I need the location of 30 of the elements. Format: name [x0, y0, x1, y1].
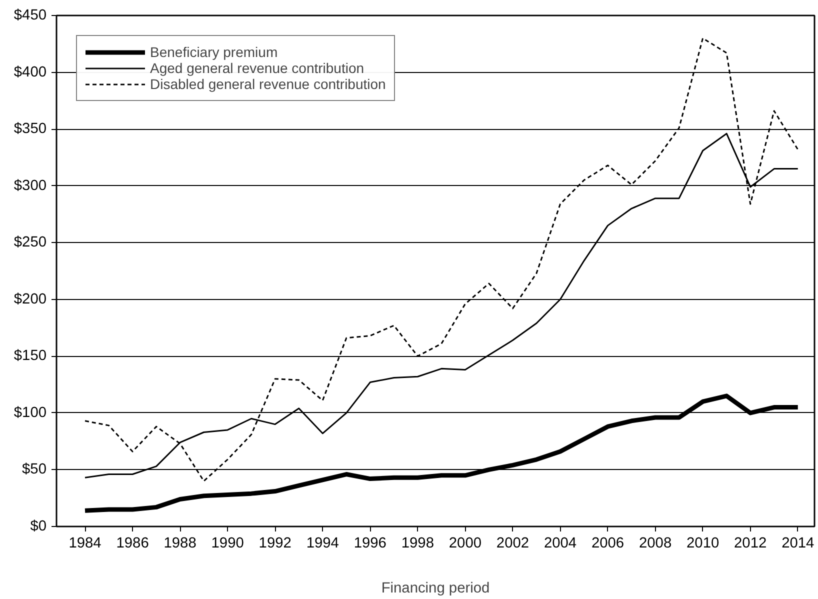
x-tick-label: 1994 [306, 536, 339, 552]
x-tick-label: 1998 [401, 536, 434, 552]
x-tick-label: 1996 [354, 536, 386, 552]
x-tick-label: 2006 [591, 536, 624, 552]
y-tick-label: $250 [14, 234, 47, 251]
x-tick-label: 2014 [782, 536, 814, 552]
x-tick-label: 2000 [448, 536, 482, 552]
legend-label: Disabled general revenue contribution [150, 76, 386, 92]
x-tick-label: 1986 [116, 536, 149, 552]
legend-label: Beneficiary premium [150, 44, 278, 60]
y-tick-label: $50 [22, 462, 47, 478]
y-tick-label: $350 [14, 121, 47, 138]
y-tick-label: $100 [14, 404, 47, 421]
x-tick-label: 2002 [496, 536, 530, 552]
x-tick-label: 1992 [258, 536, 292, 552]
y-tick-label: $450 [14, 8, 47, 24]
x-tick-label: 2012 [734, 536, 767, 552]
x-tick-label: 2004 [544, 536, 577, 552]
x-tick-label: 1988 [164, 536, 196, 552]
x-tick-label: 2010 [686, 536, 720, 552]
y-tick-label: $200 [14, 291, 47, 308]
y-tick-label: $300 [14, 178, 47, 194]
legend-label: Aged general revenue contribution [150, 60, 364, 76]
y-tick-label: $400 [14, 64, 47, 80]
y-tick-label: $0 [30, 518, 47, 534]
x-tick-label: 1990 [211, 536, 244, 552]
x-tick-label: 1984 [68, 536, 102, 552]
x-tick-label: 2008 [638, 536, 672, 552]
x-axis-title: Financing period [381, 580, 490, 596]
y-tick-label: $150 [14, 348, 47, 364]
